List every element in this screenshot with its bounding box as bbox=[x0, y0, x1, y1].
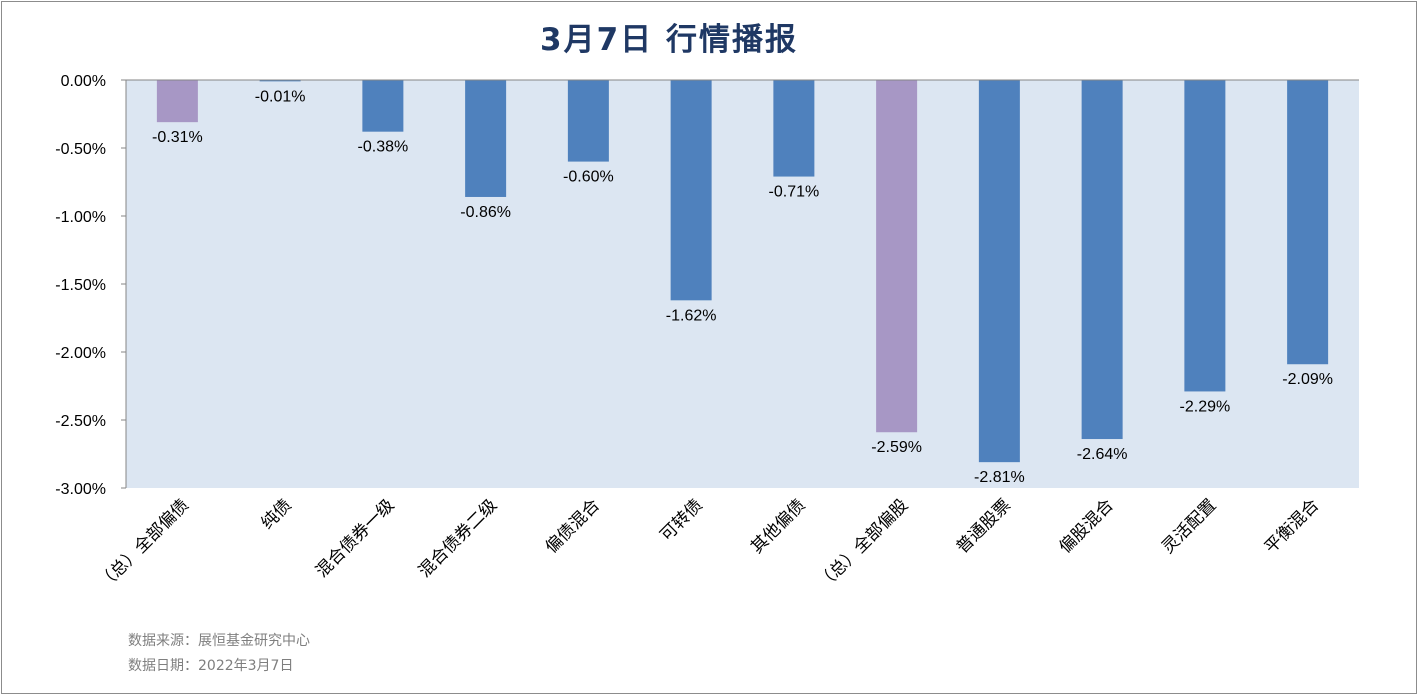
y-tick-label: -1.00% bbox=[55, 209, 106, 226]
category-label: （总）全部偏股 bbox=[814, 495, 912, 593]
category-label: 平衡混合 bbox=[1261, 495, 1323, 557]
bar bbox=[156, 80, 198, 123]
bar bbox=[876, 80, 918, 433]
category-label: 偏股混合 bbox=[1055, 495, 1117, 557]
bar bbox=[567, 80, 609, 162]
y-tick-label: -1.50% bbox=[55, 277, 106, 294]
data-label: -0.38% bbox=[358, 139, 409, 156]
bar bbox=[362, 80, 404, 132]
bar bbox=[773, 80, 815, 177]
data-label: -0.71% bbox=[769, 184, 820, 201]
category-label: 混合债券一级 bbox=[312, 495, 398, 581]
category-label: 混合债券二级 bbox=[415, 495, 501, 581]
data-label: -2.81% bbox=[974, 469, 1025, 486]
data-label: -0.86% bbox=[460, 204, 511, 221]
y-tick-label: -2.50% bbox=[55, 413, 106, 430]
bar bbox=[465, 80, 507, 197]
category-label: 可转债 bbox=[656, 495, 706, 545]
bar bbox=[670, 80, 712, 301]
bar bbox=[978, 80, 1020, 463]
y-tick-label: 0.00% bbox=[61, 73, 106, 90]
plot-area bbox=[126, 80, 1359, 488]
category-label: （总）全部偏债 bbox=[95, 495, 193, 593]
data-label: -1.62% bbox=[666, 307, 717, 324]
data-label: -2.29% bbox=[1180, 398, 1231, 415]
data-label: -0.31% bbox=[152, 129, 203, 146]
data-label: -0.60% bbox=[563, 169, 614, 186]
category-label: 偏债混合 bbox=[542, 495, 604, 557]
bar bbox=[259, 80, 301, 82]
y-tick-label: -0.50% bbox=[55, 141, 106, 158]
data-label: -2.64% bbox=[1077, 446, 1128, 463]
bar bbox=[1287, 80, 1329, 365]
data-label: -2.09% bbox=[1282, 371, 1333, 388]
category-label: 普通股票 bbox=[953, 495, 1015, 557]
category-label: 纯债 bbox=[257, 495, 295, 533]
chart-title: 3月7日 行情播报 bbox=[540, 22, 798, 58]
y-tick-label: -2.00% bbox=[55, 345, 106, 362]
data-label: -0.01% bbox=[255, 88, 306, 105]
category-label: 灵活配置 bbox=[1158, 495, 1220, 557]
y-tick-label: -3.00% bbox=[55, 481, 106, 498]
category-label: 其他偏债 bbox=[747, 495, 809, 557]
data-date-note: 数据日期：2022年3月7日 bbox=[128, 658, 294, 674]
data-source-note: 数据来源：展恒基金研究中心 bbox=[128, 633, 310, 649]
bar bbox=[1081, 80, 1123, 440]
data-label: -2.59% bbox=[871, 439, 922, 456]
bar bbox=[1184, 80, 1226, 392]
